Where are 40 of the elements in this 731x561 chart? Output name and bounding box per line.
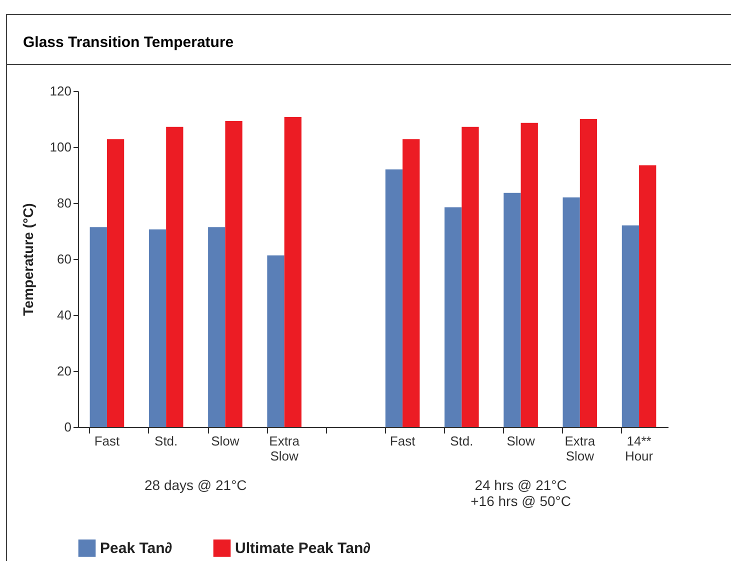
bar [504, 192, 521, 427]
bar [225, 120, 242, 427]
x-tick-label: Extra Slow [564, 434, 596, 464]
bar [267, 255, 284, 427]
x-tick-label: Std. [154, 434, 178, 448]
bar [639, 165, 656, 427]
bar [166, 126, 184, 427]
x-tick-label: 14** Hour [624, 434, 654, 464]
y-axis-title: Temperature (°C) [20, 203, 36, 316]
x-tick-label: Slow [506, 434, 536, 448]
x-tick-label: Extra Slow [269, 434, 300, 464]
bar [106, 139, 124, 427]
bar [462, 126, 479, 427]
y-tick-label: 80 [57, 196, 72, 210]
x-tick-label: Slow [211, 434, 240, 448]
x-tick-label: Fast [94, 434, 120, 448]
text: 28 days @ 21°C [144, 477, 247, 493]
legend-label: Ultimate Peak Tan∂ [235, 540, 371, 558]
text: 24 hrs @ 21°C +16 hrs @ 50°C [470, 477, 571, 509]
legend-label: Peak Tan∂ [100, 540, 172, 558]
bar [385, 169, 403, 427]
y-tick-label: 20 [57, 364, 72, 378]
y-tick-label: 100 [50, 140, 72, 154]
bar [580, 119, 598, 427]
x-tick-label: Std. [450, 434, 474, 448]
bar [90, 227, 107, 427]
bar [208, 227, 226, 427]
bar [284, 117, 302, 427]
chart-title: Glass Transition Temperature [7, 15, 731, 65]
bar [622, 225, 640, 427]
bar [562, 197, 580, 427]
bar [148, 229, 166, 427]
bar [402, 139, 420, 427]
x-tick-label: Fast [390, 434, 416, 448]
y-tick-label: 40 [57, 308, 72, 322]
y-tick-label: 0 [64, 420, 72, 434]
bar [520, 122, 538, 427]
bar [444, 207, 462, 427]
y-tick-label: 60 [57, 252, 72, 266]
y-tick-label: 120 [50, 84, 72, 98]
